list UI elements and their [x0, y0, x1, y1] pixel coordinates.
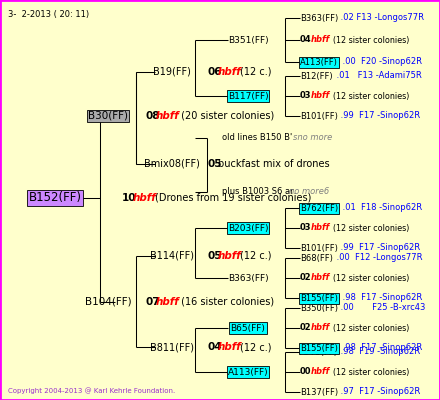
Text: 03: 03 [300, 224, 312, 232]
Text: B155(FF): B155(FF) [300, 344, 338, 352]
Text: B30(FF): B30(FF) [88, 111, 128, 121]
Text: B12(FF): B12(FF) [300, 72, 333, 80]
Text: B101(FF): B101(FF) [300, 112, 338, 120]
Text: plus B1003 S6 ar: plus B1003 S6 ar [222, 188, 293, 196]
Text: hbff: hbff [218, 251, 242, 261]
Text: B363(FF): B363(FF) [227, 274, 268, 282]
Text: .99  F17 -Sinop62R: .99 F17 -Sinop62R [338, 112, 420, 120]
Text: buckfast mix of drones: buckfast mix of drones [218, 159, 330, 169]
Text: B101(FF): B101(FF) [300, 244, 338, 252]
Text: 04: 04 [207, 342, 222, 352]
Text: 06: 06 [207, 67, 221, 77]
Text: (12 sister colonies): (12 sister colonies) [333, 36, 409, 44]
Text: 10: 10 [122, 193, 136, 203]
Text: hbff: hbff [311, 92, 330, 100]
Text: .99  F17 -Sinop62R: .99 F17 -Sinop62R [338, 244, 420, 252]
Text: A775(FF): A775(FF) [300, 348, 338, 356]
Text: .00  F20 -Sinop62R: .00 F20 -Sinop62R [340, 58, 422, 66]
Text: B117(FF): B117(FF) [227, 92, 268, 100]
Text: B65(FF): B65(FF) [231, 324, 265, 332]
Text: B155(FF): B155(FF) [300, 294, 338, 302]
Text: .98  F17 -Sinop62R: .98 F17 -Sinop62R [340, 294, 422, 302]
Text: hbff: hbff [311, 324, 330, 332]
Text: hbff: hbff [133, 193, 157, 203]
Text: old lines B150 B': old lines B150 B' [222, 134, 292, 142]
Text: .98  F19 -Sinop62R: .98 F19 -Sinop62R [338, 348, 420, 356]
Text: hbff: hbff [218, 342, 242, 352]
Text: .98  F17 -Sinop62R: .98 F17 -Sinop62R [340, 344, 422, 352]
Text: 03: 03 [300, 92, 312, 100]
Text: B137(FF): B137(FF) [300, 388, 338, 396]
Text: (12 sister colonies): (12 sister colonies) [333, 274, 409, 282]
Text: hbff: hbff [311, 368, 330, 376]
Text: (12 sister colonies): (12 sister colonies) [333, 92, 409, 100]
Text: (12 c.): (12 c.) [240, 342, 271, 352]
Text: A113(FF): A113(FF) [227, 368, 268, 376]
Text: (12 sister colonies): (12 sister colonies) [333, 324, 409, 332]
Text: (12 sister colonies): (12 sister colonies) [333, 368, 409, 376]
Text: (12 c.): (12 c.) [240, 251, 271, 261]
Text: .97  F17 -Sinop62R: .97 F17 -Sinop62R [338, 388, 420, 396]
Text: Bmix08(FF): Bmix08(FF) [144, 159, 200, 169]
Text: B363(FF): B363(FF) [300, 14, 338, 22]
Text: hbff: hbff [311, 224, 330, 232]
Text: .00  F12 -Longos77R: .00 F12 -Longos77R [334, 254, 422, 262]
Text: B114(FF): B114(FF) [150, 251, 194, 261]
Text: 02: 02 [300, 324, 312, 332]
Text: B152(FF): B152(FF) [29, 192, 81, 204]
Text: Copyright 2004-2013 @ Karl Kehrle Foundation.: Copyright 2004-2013 @ Karl Kehrle Founda… [8, 387, 175, 394]
Text: (12 sister colonies): (12 sister colonies) [333, 224, 409, 232]
Text: .01  F18 -Sinop62R: .01 F18 -Sinop62R [340, 204, 422, 212]
Text: 07: 07 [145, 297, 160, 307]
Text: hbff: hbff [311, 36, 330, 44]
Text: A113(FF): A113(FF) [300, 58, 338, 66]
Text: 05: 05 [207, 251, 221, 261]
Text: sno more: sno more [293, 134, 333, 142]
Text: hbff: hbff [156, 297, 180, 307]
Text: .02 F13 -Longos77R: .02 F13 -Longos77R [338, 14, 424, 22]
Text: (16 sister colonies): (16 sister colonies) [178, 297, 274, 307]
Text: no more6: no more6 [289, 188, 330, 196]
Text: 05: 05 [207, 159, 221, 169]
Text: (Drones from 19 sister colonies): (Drones from 19 sister colonies) [155, 193, 312, 203]
Text: (20 sister colonies): (20 sister colonies) [178, 111, 274, 121]
Text: B19(FF): B19(FF) [153, 67, 191, 77]
Text: hbff: hbff [311, 274, 330, 282]
Text: hbff: hbff [156, 111, 180, 121]
Text: B68(FF): B68(FF) [300, 254, 333, 262]
Text: hbff: hbff [218, 67, 242, 77]
Text: B104(FF): B104(FF) [84, 297, 131, 307]
Text: B351(FF): B351(FF) [227, 36, 268, 44]
Text: 3-  2-2013 ( 20: 11): 3- 2-2013 ( 20: 11) [8, 10, 89, 19]
Text: .00       F25 -B-xrc43: .00 F25 -B-xrc43 [338, 304, 425, 312]
Text: (12 c.): (12 c.) [240, 67, 271, 77]
Text: B203(FF): B203(FF) [228, 224, 268, 232]
Text: B762(FF): B762(FF) [300, 204, 338, 212]
Text: 00: 00 [300, 368, 312, 376]
Text: .01   F13 -Adami75R: .01 F13 -Adami75R [334, 72, 421, 80]
Text: 04: 04 [300, 36, 312, 44]
Text: B811(FF): B811(FF) [150, 342, 194, 352]
Text: 02: 02 [300, 274, 312, 282]
Text: 08: 08 [145, 111, 159, 121]
Text: B350(FF): B350(FF) [300, 304, 338, 312]
